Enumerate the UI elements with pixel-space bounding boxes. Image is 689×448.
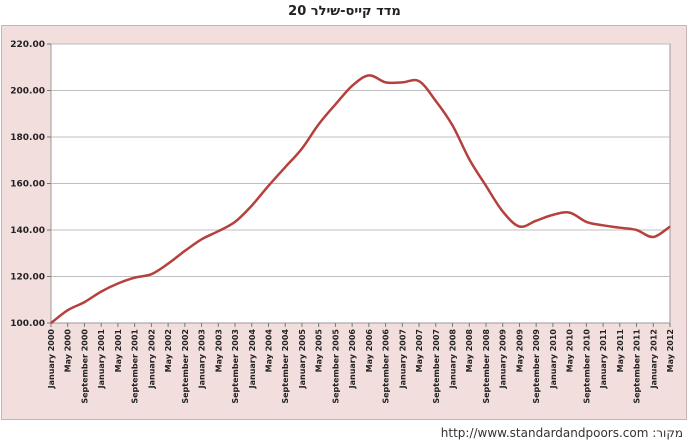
x-tick-label: September 2008	[482, 329, 491, 404]
y-tick-label: 200.00	[10, 87, 45, 97]
x-tick-label: May 2011	[616, 329, 625, 373]
source-text: http://www.standardandpoors.com :מקור	[440, 426, 683, 440]
x-tick-label: September 2000	[80, 329, 89, 404]
x-tick-label: May 2002	[164, 329, 173, 372]
y-tick-label: 180.00	[10, 133, 45, 143]
y-tick-label: 120.00	[10, 273, 45, 283]
x-tick-label: January 2005	[298, 329, 307, 390]
x-tick-label: January 2004	[248, 329, 257, 390]
x-tick-label: May 2004	[264, 329, 273, 373]
x-tick-label: May 2012	[666, 329, 675, 372]
x-tick-label: January 2010	[549, 329, 558, 390]
x-tick-label: January 2008	[449, 329, 458, 390]
x-tick-label: May 2008	[465, 329, 474, 373]
y-tick-label: 140.00	[10, 226, 45, 236]
x-tick-label: January 2002	[147, 329, 156, 389]
x-tick-label: January 2006	[348, 329, 357, 390]
x-tick-label: September 2009	[532, 329, 541, 404]
x-tick-label: May 2001	[114, 329, 123, 373]
x-tick-label: January 2009	[499, 329, 508, 390]
x-tick-label: September 2011	[633, 329, 642, 404]
x-tick-label: September 2010	[582, 329, 591, 404]
x-tick-label: May 2006	[365, 329, 374, 373]
x-tick-label: September 2003	[231, 329, 240, 404]
x-tick-label: May 2005	[315, 329, 324, 373]
y-tick-label: 160.00	[10, 180, 45, 190]
series-line-0	[50, 74, 671, 324]
chart-title: מדד קייס-שילר 20	[288, 4, 401, 19]
x-tick-label: January 2007	[398, 329, 407, 389]
x-tick-label: January 2001	[97, 329, 106, 390]
x-tick-label: September 2007	[432, 329, 441, 404]
x-tick-label: May 2009	[515, 329, 524, 373]
x-tick-label: September 2004	[281, 329, 290, 404]
x-tick-label: September 2006	[382, 329, 391, 404]
x-tick-label: September 2002	[181, 329, 190, 404]
x-tick-label: May 2000	[64, 329, 73, 373]
x-tick-label: September 2005	[331, 329, 340, 404]
x-tick-label: January 2011	[599, 329, 608, 390]
x-tick-label: January 2003	[198, 329, 207, 389]
x-tick-label: January 2000	[47, 329, 56, 390]
x-tick-label: May 2010	[566, 329, 575, 373]
x-tick-label: January 2012	[649, 329, 658, 389]
x-tick-label: May 2003	[214, 329, 223, 372]
y-tick-label: 100.00	[10, 319, 45, 329]
x-tick-label: September 2001	[131, 329, 140, 404]
x-tick-label: May 2007	[415, 329, 424, 372]
y-tick-label: 220.00	[10, 40, 45, 50]
